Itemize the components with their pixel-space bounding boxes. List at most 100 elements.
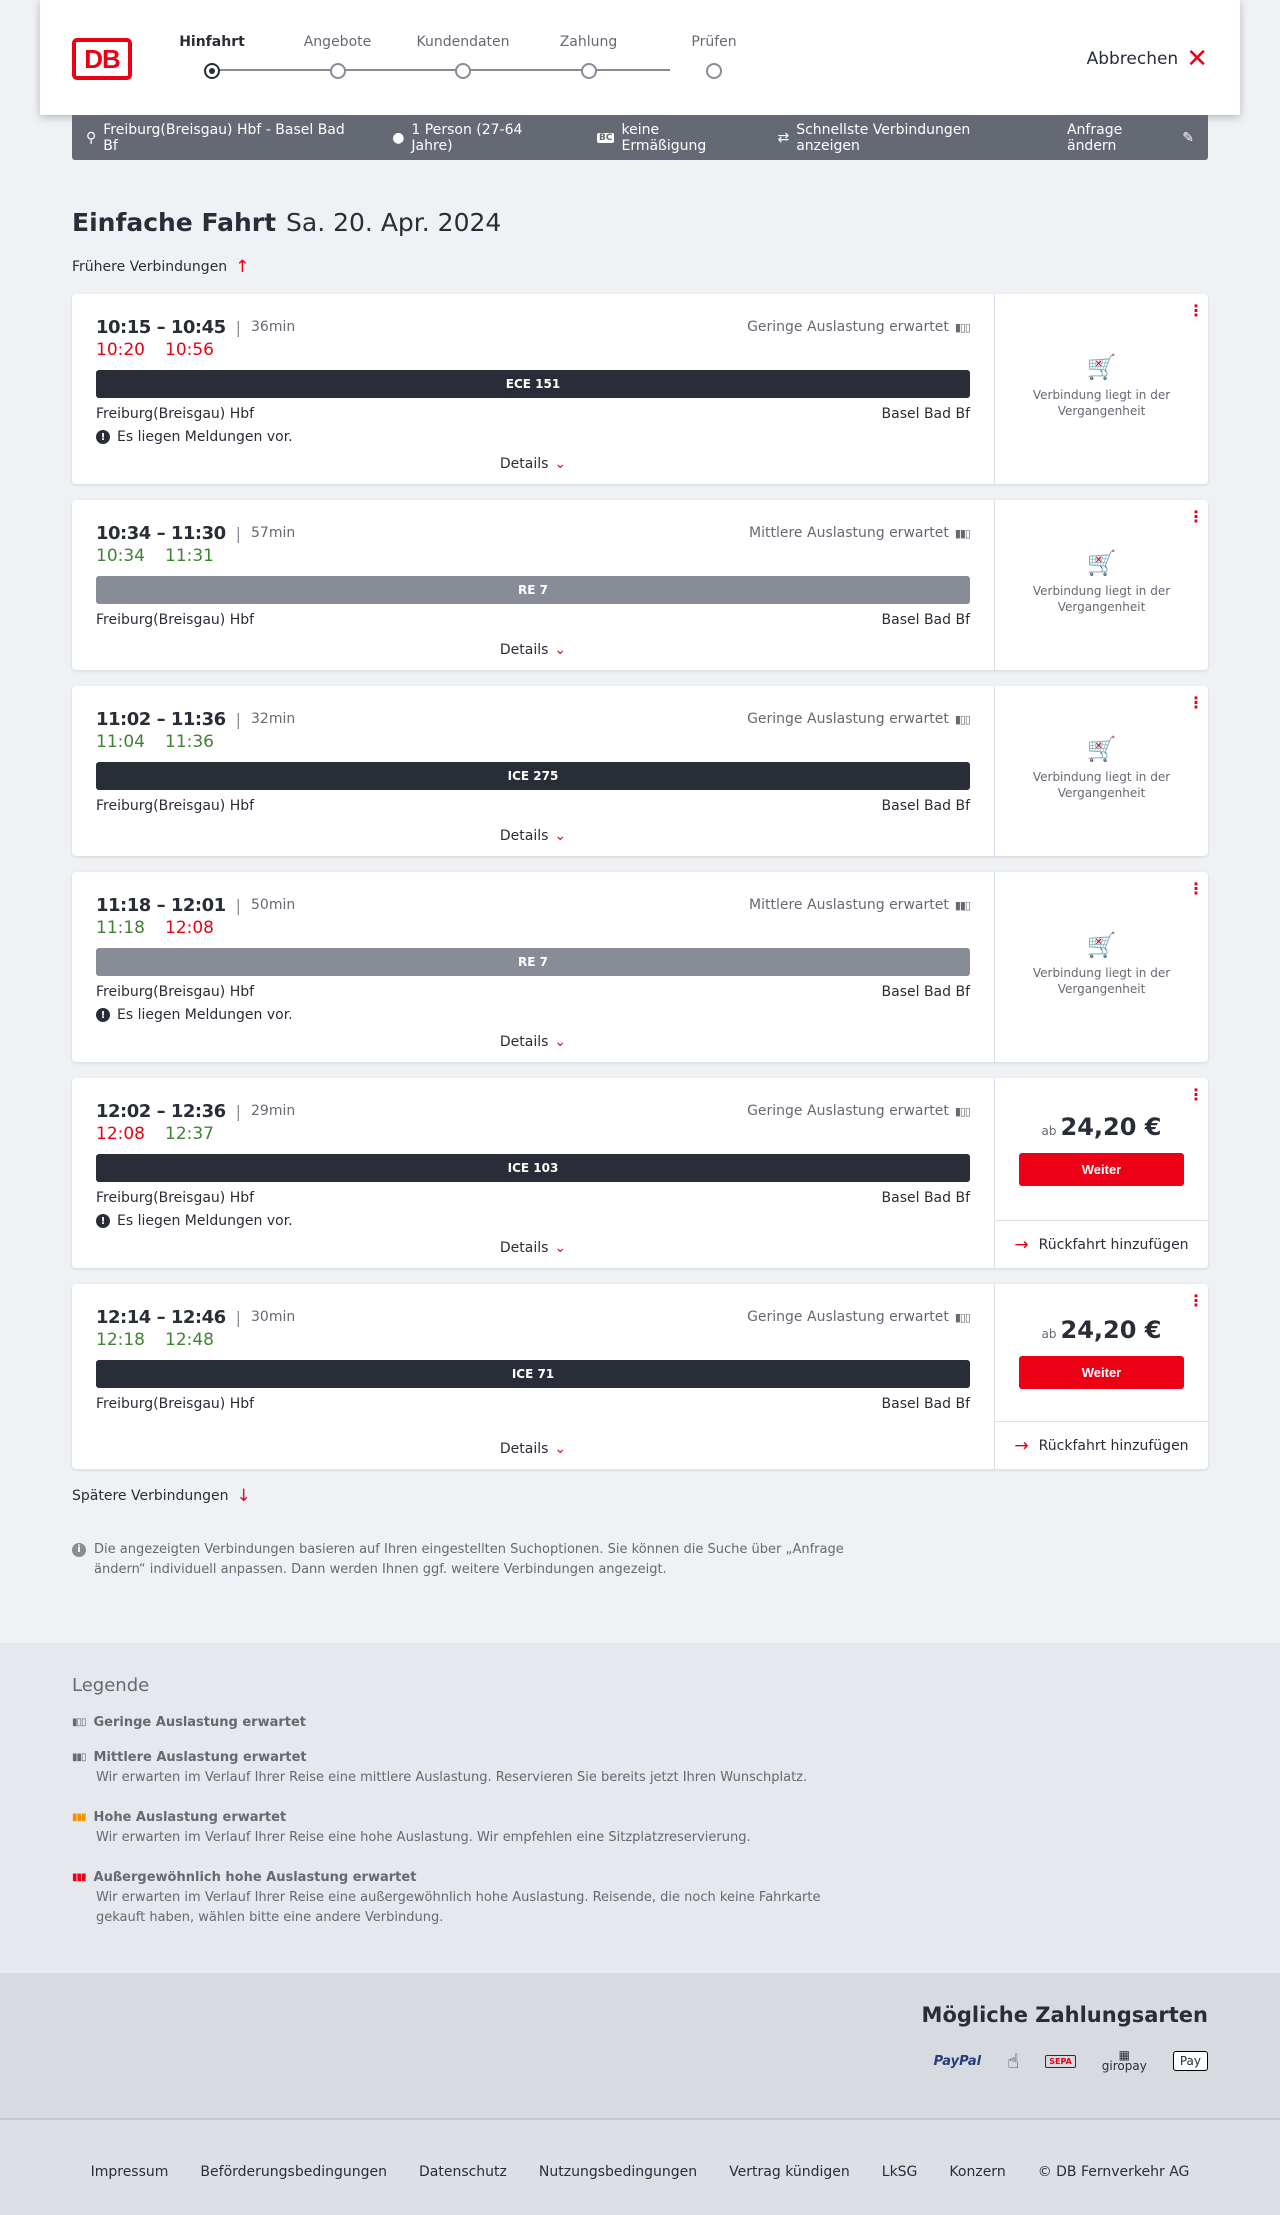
cancel-button[interactable]: Abbrechen ✕ <box>1087 46 1208 72</box>
message-label: Es liegen Meldungen vor. <box>117 1007 293 1023</box>
fastest-option[interactable]: Schnellste Verbindungen anzeigen <box>796 121 971 154</box>
past-connection-info: 🛒 ✕ Verbindung liegt in der Vergangenheit <box>995 294 1208 484</box>
giropay-label: giropay <box>1101 2059 1147 2073</box>
train-bar[interactable]: RE 7 <box>96 576 970 604</box>
legend-item: ▮▯▯ Geringe Auslastung erwartet <box>72 1713 852 1733</box>
person-icon: ● <box>392 129 405 146</box>
scheduled-times: 12:02 – 12:36 <box>96 1100 226 1122</box>
footer-link[interactable]: Impressum <box>90 2164 169 2180</box>
details-toggle[interactable]: Details ⌄ <box>72 1240 994 1256</box>
realtime-departure: 12:08 <box>96 1124 145 1144</box>
details-toggle[interactable]: Details ⌄ <box>72 456 994 472</box>
footer-link[interactable]: Nutzungsbedingungen <box>538 2164 698 2180</box>
alert-icon: ! <box>96 1214 110 1228</box>
footer-link[interactable]: Beförderungsbedingungen <box>200 2164 387 2180</box>
divider: | <box>235 1307 242 1327</box>
apple-pay-icon: Pay <box>1172 2051 1208 2071</box>
return-label: Rückfahrt hinzufügen <box>1038 1236 1189 1253</box>
legend-item-text: Wir erwarten im Verlauf Ihrer Reise eine… <box>96 1890 821 1925</box>
more-options-icon[interactable]: ⋮ <box>1188 693 1204 712</box>
more-options-icon[interactable]: ⋮ <box>1188 1085 1204 1104</box>
realtime-arrival: 12:37 <box>165 1124 214 1144</box>
footer-link[interactable]: Datenschutz <box>418 2164 507 2180</box>
occupancy-icon: ▮▮▮ <box>72 1812 86 1823</box>
step-prüfen: Prüfen <box>654 34 774 79</box>
change-request-label: Anfrage ändern <box>1066 121 1123 154</box>
connection-card: 10:34 – 11:30 | 57min Mittlere Auslastung … <box>72 500 1208 670</box>
payment-section: Mögliche Zahlungsarten PayPal ☝ SEPA ▦ gi… <box>0 1973 1280 2118</box>
realtime-departure: 10:20 <box>96 340 145 360</box>
more-options-icon[interactable]: ⋮ <box>1188 1291 1204 1310</box>
destination-station: Basel Bad Bf <box>881 798 970 814</box>
train-bar[interactable]: ICE 103 <box>96 1154 970 1182</box>
train-bar[interactable]: ICE 275 <box>96 762 970 790</box>
step-indicator <box>329 63 346 79</box>
price-prefix: ab <box>1041 1123 1057 1138</box>
continue-button[interactable]: Weiter <box>1019 1356 1184 1389</box>
realtime-arrival: 12:08 <box>165 918 214 938</box>
cancel-label: Abbrechen <box>1086 49 1179 69</box>
train-bar[interactable]: ICE 71 <box>96 1360 970 1388</box>
step-label: Hinfahrt <box>179 34 245 50</box>
destination-station: Basel Bad Bf <box>881 612 970 628</box>
duration: 36min <box>251 319 296 335</box>
footer-link[interactable]: LkSG <box>881 2164 918 2180</box>
occupancy-icon: ▮▯▯ <box>954 1104 971 1118</box>
search-summary-bar: ⚲ Freiburg(Breisgau) Hbf - Basel Bad Bf ●… <box>72 115 1208 160</box>
more-options-icon[interactable]: ⋮ <box>1188 879 1204 898</box>
footer-link[interactable]: Konzern <box>949 2164 1006 2180</box>
add-return-button[interactable]: → Rückfahrt hinzufügen <box>995 1421 1208 1469</box>
details-toggle[interactable]: Details ⌄ <box>72 1034 994 1050</box>
origin-station: Freiburg(Breisgau) Hbf <box>96 406 255 422</box>
earlier-connections-link[interactable]: Frühere Verbindungen ↑ <box>72 257 249 277</box>
step-label: Prüfen <box>691 34 737 50</box>
train-bar[interactable]: RE 7 <box>96 948 970 976</box>
trip-type: Einfache Fahrt <box>72 208 277 237</box>
continue-button[interactable]: Weiter <box>1019 1152 1184 1186</box>
legend-item-text: Wir erwarten im Verlauf Ihrer Reise eine… <box>96 1770 808 1785</box>
chevron-down-icon: ⌄ <box>554 1441 567 1457</box>
connection-card: 10:15 – 10:45 | 36min Geringe Auslastung e… <box>72 294 1208 484</box>
credit-card-icon: ☝ <box>1007 2049 1020 2073</box>
message-notice: ! Es liegen Meldungen vor. <box>96 1007 970 1023</box>
db-logo[interactable]: DB <box>72 38 132 80</box>
occupancy-icon: ▮▮▮ <box>72 1872 86 1883</box>
later-label: Spätere Verbindungen <box>72 1488 229 1504</box>
more-options-icon[interactable]: ⋮ <box>1188 301 1204 320</box>
realtime-arrival: 11:31 <box>165 546 214 566</box>
occupancy: Geringe Auslastung erwartet ▮▯▯ <box>747 711 971 727</box>
realtime-arrival: 11:36 <box>165 732 214 752</box>
train-bar[interactable]: ECE 151 <box>96 370 970 398</box>
occupancy-label: Mittlere Auslastung erwartet <box>749 897 949 913</box>
details-toggle[interactable]: Details ⌄ <box>72 642 994 658</box>
scheduled-times: 10:34 – 11:30 <box>96 522 226 544</box>
duration: 29min <box>251 1103 296 1119</box>
connection-card: 11:02 – 11:36 | 32min Geringe Auslastung e… <box>72 686 1208 856</box>
footer-link[interactable]: © DB Fernverkehr AG <box>1037 2164 1190 2180</box>
change-request-button[interactable]: Anfrage ändern ✎ <box>1067 122 1194 154</box>
later-connections-link[interactable]: Spätere Verbindungen ↓ <box>72 1486 251 1506</box>
legend-item-title: Geringe Auslastung erwartet <box>93 1715 307 1730</box>
arrow-right-icon: → <box>1014 1435 1029 1456</box>
scheduled-times: 10:15 – 10:45 <box>96 316 226 338</box>
details-toggle[interactable]: Details ⌄ <box>72 828 994 844</box>
past-label: Verbindung liegt in der Vergangenheit <box>1032 388 1171 418</box>
origin-station: Freiburg(Breisgau) Hbf <box>96 1190 255 1206</box>
occupancy-icon: ▮▯▯ <box>954 320 971 334</box>
footer-link[interactable]: Vertrag kündigen <box>729 2164 850 2180</box>
progress-steps: Hinfahrt Angebote Kundendaten Zahlung Prüfen <box>170 34 770 84</box>
close-icon: ✕ <box>1186 44 1208 74</box>
occupancy-label: Geringe Auslastung erwartet <box>747 711 949 727</box>
details-toggle[interactable]: Details ⌄ <box>72 1441 994 1457</box>
info-note: i Die angezeigten Verbindungen basieren a… <box>72 1540 852 1580</box>
giropay-icon: ▦ giropay <box>1101 2048 1147 2073</box>
add-return-button[interactable]: → Rückfahrt hinzufügen <box>995 1220 1208 1268</box>
divider: | <box>235 895 242 915</box>
price-block: ab 24,20 € Weiter <box>995 1078 1208 1220</box>
occupancy-label: Geringe Auslastung erwartet <box>747 319 949 335</box>
step-label: Kundendaten <box>416 34 510 50</box>
more-options-icon[interactable]: ⋮ <box>1188 507 1204 526</box>
occupancy-label: Geringe Auslastung erwartet <box>747 1103 949 1119</box>
occupancy: Mittlere Auslastung erwartet ▮▮▯ <box>749 897 971 913</box>
past-label: Verbindung liegt in der Vergangenheit <box>1032 584 1171 614</box>
